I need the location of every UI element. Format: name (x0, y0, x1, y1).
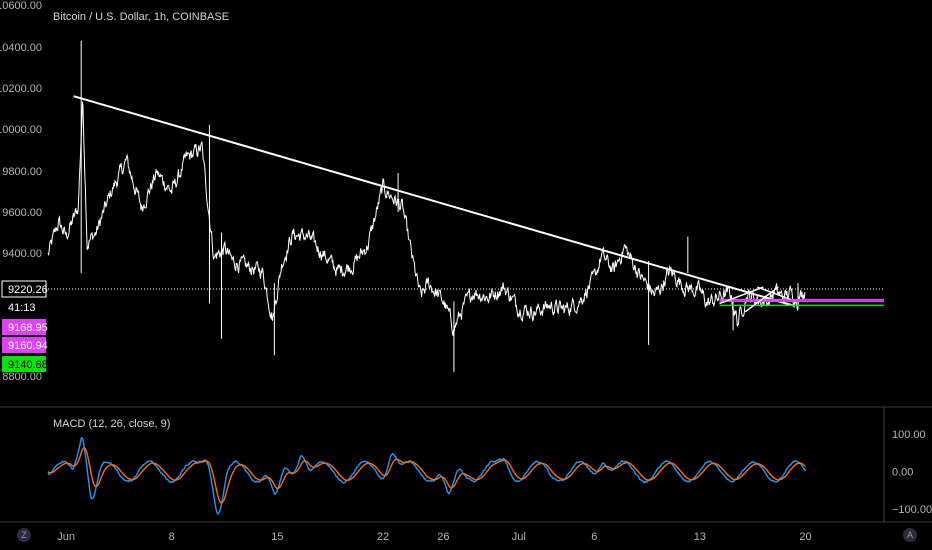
price-tags: 9220.26 41:13 9168.95 9160.94 9140.88 (1, 280, 48, 372)
zoom-toggle-button[interactable]: Z (17, 528, 31, 542)
pattern-line (719, 286, 764, 305)
current-price-tag-bg (2, 281, 46, 297)
macd-title: MACD (12, 26, close, 9) (53, 418, 171, 430)
level-tag-bg (2, 337, 46, 353)
level-tag: 9160.94 (8, 340, 48, 352)
price-tick-label: 9600.00 (2, 207, 42, 219)
time-tick-label: Jul (512, 531, 526, 543)
current-price-tag-border (1, 280, 47, 298)
signal-line (47, 446, 806, 504)
level-tag-bg (2, 319, 46, 335)
price-tick-label: 10400.00 (0, 42, 42, 54)
level-lines (719, 298, 884, 307)
time-axis[interactable]: Jun 8 15 22 26 Jul 6 13 20 (57, 531, 811, 543)
level-tag: 9168.95 (8, 322, 48, 334)
price-line (47, 101, 806, 336)
time-tick-label: 22 (377, 531, 389, 543)
price-tick-label: 9800.00 (2, 166, 42, 178)
level-tag-bg (2, 356, 46, 372)
price-tick-label: 9400.00 (2, 248, 42, 260)
countdown-tag-bg (2, 299, 46, 315)
time-tick-label: 26 (437, 531, 449, 543)
macd-tick-label: 100.00 (892, 429, 926, 441)
auto-scale-button[interactable]: A (903, 528, 917, 542)
time-tick-label: 8 (169, 531, 175, 543)
pattern-line (744, 286, 779, 313)
time-tick-label: 15 (271, 531, 283, 543)
macd-pane[interactable] (47, 436, 807, 516)
price-pane[interactable] (47, 40, 884, 372)
price-tick-label: 10600.00 (0, 0, 42, 12)
countdown-tag: 41:13 (8, 302, 36, 314)
trendline[interactable] (73, 95, 794, 307)
time-tick-label: Jun (57, 531, 75, 543)
level-tag: 9140.88 (8, 359, 48, 371)
time-tick-label: 20 (799, 531, 811, 543)
price-tick-label: 8800.00 (2, 371, 42, 383)
price-axis[interactable]: 10600.00 10400.00 10200.00 10000.00 9800.00 9… (0, 0, 42, 383)
time-tick-label: 13 (694, 531, 706, 543)
pattern-lines (719, 286, 791, 313)
macd-tick-label: −100.00 (892, 504, 932, 516)
time-tick-label: 6 (591, 531, 597, 543)
current-price-tag: 9220.26 (8, 284, 48, 296)
price-tick-label: 10200.00 (0, 83, 42, 95)
macd-axis[interactable]: 100.00 0.00 −100.00 (892, 429, 932, 516)
price-tick-label: 10000.00 (0, 124, 42, 136)
macd-tick-label: 0.00 (892, 467, 913, 479)
chart-title: Bitcoin / U.S. Dollar, 1h, COINBASE (53, 11, 230, 23)
pattern-line (756, 286, 791, 301)
